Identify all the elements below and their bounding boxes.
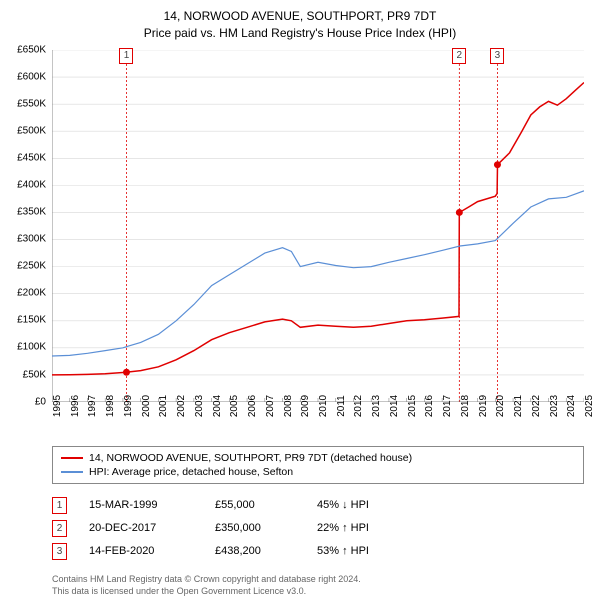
x-tick-label: 2002 (176, 394, 187, 416)
x-tick-label: 2001 (158, 394, 169, 416)
transaction-date: 20-DEC-2017 (89, 522, 193, 534)
footer-line2: This data is licensed under the Open Gov… (52, 585, 584, 597)
x-tick-label: 2009 (300, 394, 311, 416)
y-tick-label: £150K (17, 315, 46, 326)
transaction-price: £350,000 (215, 522, 295, 534)
y-tick-label: £50K (23, 369, 46, 380)
transaction-date: 14-FEB-2020 (89, 545, 193, 557)
legend-label-property: 14, NORWOOD AVENUE, SOUTHPORT, PR9 7DT (… (89, 452, 412, 464)
x-tick-label: 2017 (442, 394, 453, 416)
y-tick-label: £600K (17, 71, 46, 82)
x-tick-label: 2014 (389, 394, 400, 416)
chart-title-address: 14, NORWOOD AVENUE, SOUTHPORT, PR9 7DT (10, 8, 590, 25)
y-tick-label: £300K (17, 234, 46, 245)
transaction-badge: 1 (52, 497, 67, 514)
x-tick-label: 1999 (123, 394, 134, 416)
y-tick-label: £0 (35, 396, 46, 407)
legend-swatch-property (61, 457, 83, 459)
x-tick-label: 2003 (194, 394, 205, 416)
transaction-price: £55,000 (215, 499, 295, 511)
x-tick-label: 1997 (87, 394, 98, 416)
legend-row-hpi: HPI: Average price, detached house, Seft… (61, 465, 575, 479)
x-tick-label: 2016 (424, 394, 435, 416)
y-tick-label: £550K (17, 98, 46, 109)
transaction-price: £438,200 (215, 545, 295, 557)
footer-line1: Contains HM Land Registry data © Crown c… (52, 573, 584, 585)
x-tick-label: 2010 (318, 394, 329, 416)
chart-container: 14, NORWOOD AVENUE, SOUTHPORT, PR9 7DT P… (0, 0, 600, 590)
y-tick-label: £450K (17, 152, 46, 163)
transaction-row: 3 14-FEB-2020 £438,200 53% ↑ HPI (52, 540, 584, 563)
x-tick-label: 1996 (70, 394, 81, 416)
transaction-row: 1 15-MAR-1999 £55,000 45% ↓ HPI (52, 494, 584, 517)
below-plot: 14, NORWOOD AVENUE, SOUTHPORT, PR9 7DT (… (52, 446, 584, 597)
x-tick-label: 2008 (283, 394, 294, 416)
x-tick-label: 2004 (212, 394, 223, 416)
x-tick-label: 2006 (247, 394, 258, 416)
transaction-row: 2 20-DEC-2017 £350,000 22% ↑ HPI (52, 517, 584, 540)
x-tick-label: 2024 (566, 394, 577, 416)
x-tick-label: 2021 (513, 394, 524, 416)
marker-badge: 3 (490, 48, 504, 64)
marker-badge: 2 (452, 48, 466, 64)
x-tick-label: 2022 (531, 394, 542, 416)
x-tick-label: 2012 (353, 394, 364, 416)
plot-svg (52, 50, 584, 402)
x-tick-label: 2015 (407, 394, 418, 416)
transaction-delta: 53% ↑ HPI (317, 545, 407, 557)
legend-row-property: 14, NORWOOD AVENUE, SOUTHPORT, PR9 7DT (… (61, 451, 575, 465)
chart-title-subtitle: Price paid vs. HM Land Registry's House … (10, 25, 590, 42)
x-tick-label: 2000 (141, 394, 152, 416)
footer-note: Contains HM Land Registry data © Crown c… (52, 573, 584, 597)
x-tick-label: 2025 (584, 394, 595, 416)
y-tick-label: £350K (17, 207, 46, 218)
y-tick-label: £100K (17, 342, 46, 353)
chart-title-block: 14, NORWOOD AVENUE, SOUTHPORT, PR9 7DT P… (10, 8, 590, 42)
x-tick-label: 1995 (52, 394, 63, 416)
plot-area: £0£50K£100K£150K£200K£250K£300K£350K£400… (52, 50, 584, 402)
x-tick-label: 2007 (265, 394, 276, 416)
transaction-delta: 45% ↓ HPI (317, 499, 407, 511)
x-tick-label: 2011 (336, 395, 347, 417)
transactions-table: 1 15-MAR-1999 £55,000 45% ↓ HPI 2 20-DEC… (52, 494, 584, 563)
x-tick-label: 2020 (495, 394, 506, 416)
x-tick-label: 2013 (371, 394, 382, 416)
y-tick-label: £500K (17, 125, 46, 136)
x-tick-label: 2023 (549, 394, 560, 416)
y-tick-label: £250K (17, 261, 46, 272)
legend-box: 14, NORWOOD AVENUE, SOUTHPORT, PR9 7DT (… (52, 446, 584, 484)
transaction-date: 15-MAR-1999 (89, 499, 193, 511)
x-axis: 1995199619971998199920002001200220032004… (52, 402, 584, 442)
legend-label-hpi: HPI: Average price, detached house, Seft… (89, 466, 293, 478)
marker-badge: 1 (119, 48, 133, 64)
legend-swatch-hpi (61, 471, 83, 473)
y-tick-label: £400K (17, 179, 46, 190)
x-tick-label: 2018 (460, 394, 471, 416)
y-axis: £0£50K£100K£150K£200K£250K£300K£350K£400… (10, 50, 50, 402)
y-tick-label: £650K (17, 44, 46, 55)
x-tick-label: 1998 (105, 394, 116, 416)
transaction-badge: 3 (52, 543, 67, 560)
y-tick-label: £200K (17, 288, 46, 299)
x-tick-label: 2005 (229, 394, 240, 416)
transaction-badge: 2 (52, 520, 67, 537)
x-tick-label: 2019 (478, 394, 489, 416)
transaction-delta: 22% ↑ HPI (317, 522, 407, 534)
